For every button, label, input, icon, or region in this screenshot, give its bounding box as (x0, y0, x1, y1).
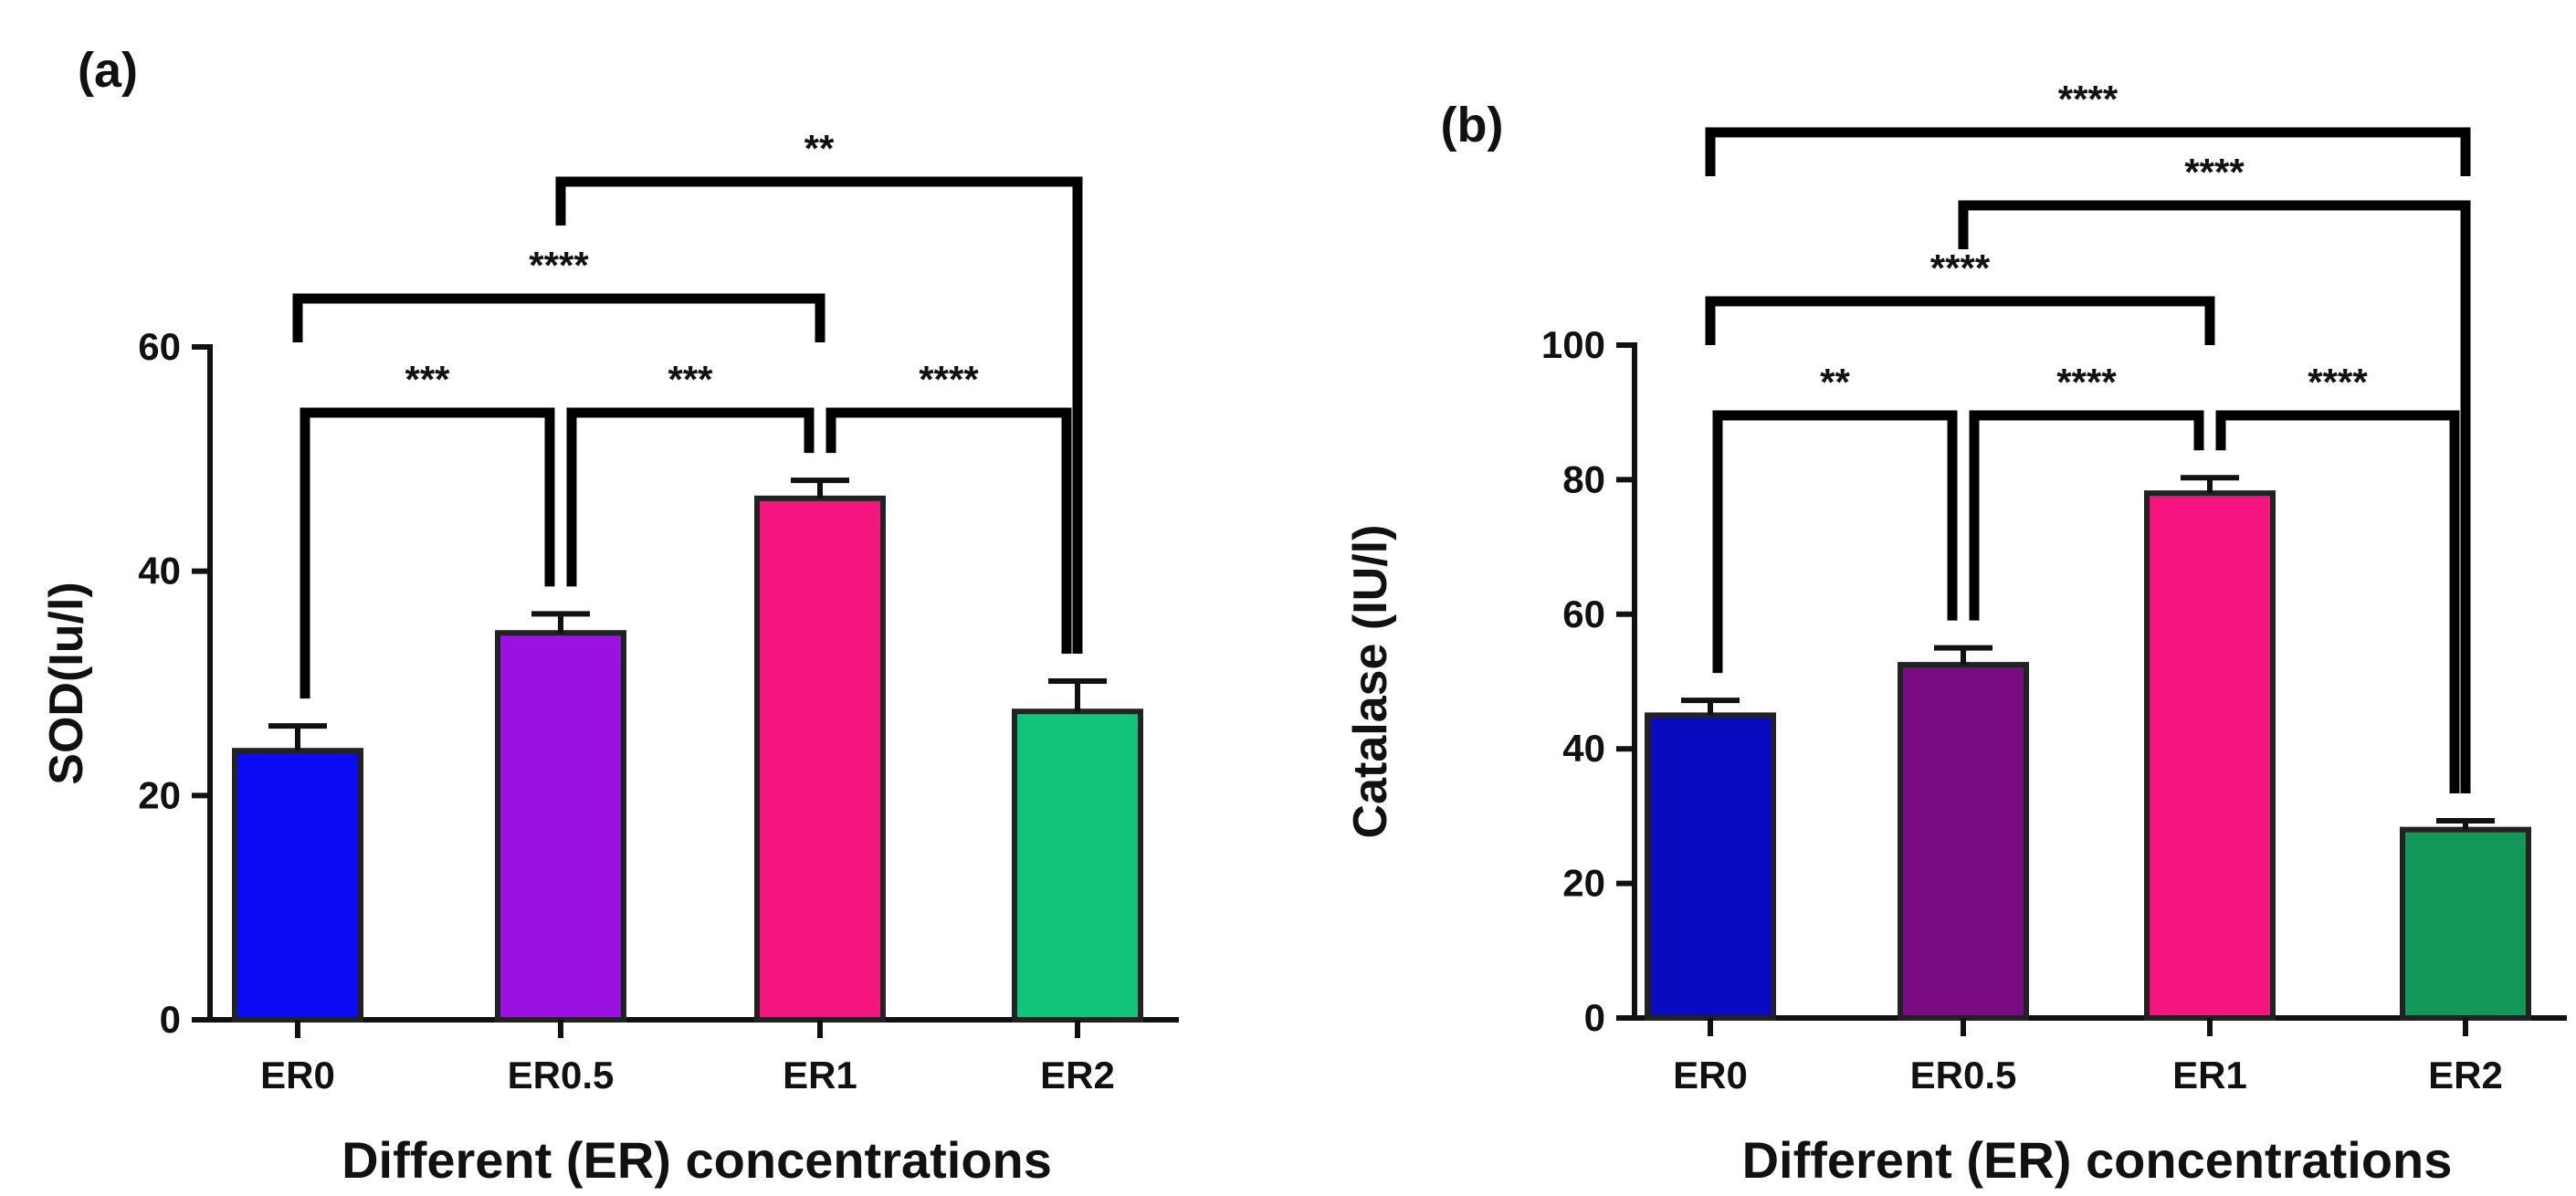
bar-er0 (232, 748, 363, 1023)
bar-er0-5 (495, 630, 626, 1023)
significance-label: **** (2308, 361, 2368, 404)
significance-bracket (2215, 410, 2460, 794)
significance-label: ** (1820, 361, 1850, 404)
significance-bracket (300, 407, 555, 699)
significance-label: *** (668, 358, 713, 401)
panel-b-label: (b) (1441, 98, 1504, 152)
panel-b: (b) 0 20 40 60 80 100 Catalase (IU/l) Different … (1344, 78, 2567, 1189)
significance-label: **** (2184, 151, 2245, 194)
x-tick-label: ER2 (2428, 1054, 2503, 1096)
y-axis-label: SOD(Iu/l) (40, 582, 93, 784)
y-tick-label: 40 (1562, 727, 1605, 770)
significance-bracket (1958, 200, 2471, 794)
x-axis-label: Different (ER) concentrations (1742, 1131, 2453, 1189)
bar-er0-5 (1898, 662, 2029, 1021)
significance-bracket (1712, 410, 1958, 674)
y-tick-label: 100 (1541, 323, 1605, 366)
y-tick-label: 20 (138, 773, 181, 816)
bar-er2 (1012, 708, 1143, 1023)
significance-bracket (566, 407, 815, 587)
x-tick-label: ER0.5 (1910, 1054, 2017, 1096)
x-tick-label: ER0 (1673, 1054, 1748, 1096)
y-tick-label: 40 (138, 550, 181, 593)
significance-bracket (555, 176, 1083, 655)
y-tick-label: 60 (138, 325, 181, 368)
significance-label: **** (1930, 247, 1991, 289)
y-tick-label: 0 (1584, 996, 1605, 1039)
x-axis-label: Different (ER) concentrations (342, 1131, 1052, 1189)
x-tick-label: ER0 (260, 1054, 335, 1096)
bar-er1 (754, 495, 886, 1023)
y-axis-label: Catalase (IU/l) (1344, 525, 1397, 839)
significance-bracket (825, 407, 1072, 655)
panel-a-label: (a) (78, 43, 138, 98)
bar-er2 (2400, 826, 2531, 1022)
significance-label: **** (529, 244, 589, 287)
bar-er0 (1645, 712, 1776, 1021)
significance-label: ** (804, 127, 835, 170)
significance-label: *** (405, 358, 450, 401)
bar-er1 (2144, 490, 2276, 1021)
x-tick-label: ER0.5 (508, 1054, 615, 1096)
y-tick-label: 60 (1562, 593, 1605, 635)
significance-bracket (1705, 296, 2215, 345)
significance-bracket (1705, 127, 2471, 176)
panel-a: (a) 0 20 40 60 SOD(Iu/l) Different (ER) concen… (40, 43, 1179, 1189)
significance-bracket (292, 293, 825, 342)
significance-label: **** (2056, 361, 2117, 404)
significance-label: **** (2058, 78, 2119, 121)
x-tick-label: ER2 (1040, 1054, 1115, 1096)
x-tick-label: ER1 (783, 1054, 857, 1096)
x-tick-label: ER1 (2172, 1054, 2247, 1096)
y-tick-label: 80 (1562, 457, 1605, 500)
y-tick-label: 0 (160, 998, 181, 1041)
significance-bracket (1969, 410, 2204, 621)
y-tick-label: 20 (1562, 862, 1605, 905)
significance-label: **** (919, 358, 979, 401)
